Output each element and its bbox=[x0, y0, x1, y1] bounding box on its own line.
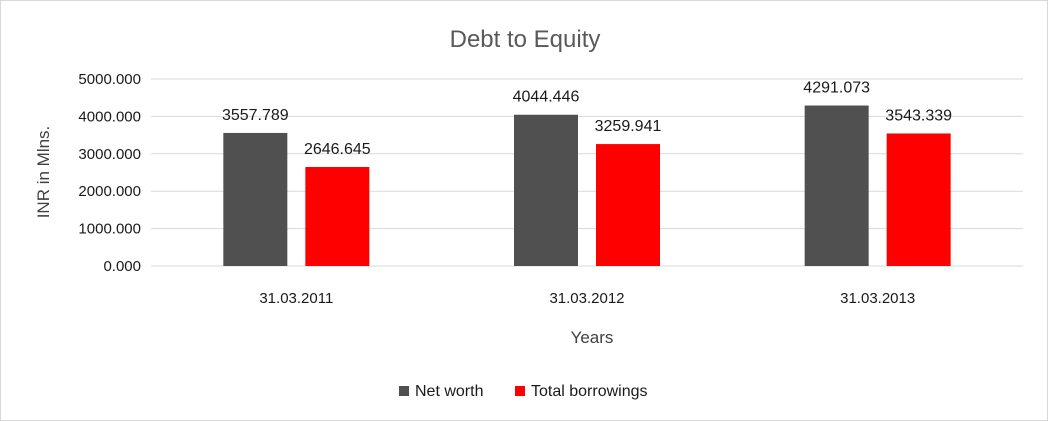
bar-net-worth bbox=[804, 105, 869, 266]
data-label: 4291.073 bbox=[803, 80, 870, 97]
x-axis-ticks: 31.03.2011 31.03.2012 31.03.2013 bbox=[259, 290, 915, 307]
bar-total-borrowings bbox=[305, 167, 370, 266]
bar-total-borrowings bbox=[596, 144, 660, 266]
legend-swatch bbox=[399, 386, 409, 396]
y-tick-label: 4000.000 bbox=[78, 108, 141, 125]
x-axis-title: Years bbox=[571, 328, 614, 347]
x-tick-label: 31.03.2011 bbox=[259, 290, 333, 307]
legend: Net worth Total borrowings bbox=[399, 383, 648, 400]
gridlines bbox=[151, 78, 1023, 267]
data-label: 2646.645 bbox=[304, 141, 371, 158]
legend-swatch bbox=[515, 386, 525, 396]
data-label: 3557.789 bbox=[222, 107, 289, 124]
y-tick-label: 0.000 bbox=[103, 258, 141, 275]
data-label: 3543.339 bbox=[885, 107, 952, 124]
y-axis-title: INR in Mlns. bbox=[34, 126, 53, 219]
bar-net-worth bbox=[514, 114, 578, 266]
x-tick-label: 31.03.2013 bbox=[840, 290, 915, 307]
legend-label: Total borrowings bbox=[531, 383, 648, 400]
y-tick-label: 1000.000 bbox=[78, 221, 141, 238]
bar-net-worth bbox=[223, 132, 288, 266]
data-label: 3259.941 bbox=[595, 118, 662, 135]
y-tick-label: 2000.000 bbox=[78, 183, 141, 200]
y-tick-label: 3000.000 bbox=[78, 146, 141, 163]
legend-label: Net worth bbox=[415, 383, 483, 400]
chart-title: Debt to Equity bbox=[450, 26, 601, 53]
data-labels: 3557.789 2646.645 4044.446 3259.941 4291.073… bbox=[222, 80, 952, 159]
data-label: 4044.446 bbox=[513, 89, 580, 106]
bars bbox=[223, 105, 951, 266]
y-axis-ticks: 0.000 1000.000 2000.000 3000.000 4000.000 500… bbox=[78, 71, 141, 275]
x-tick-label: 31.03.2012 bbox=[549, 290, 624, 307]
y-tick-label: 5000.000 bbox=[78, 71, 141, 88]
bar-total-borrowings bbox=[886, 133, 951, 266]
